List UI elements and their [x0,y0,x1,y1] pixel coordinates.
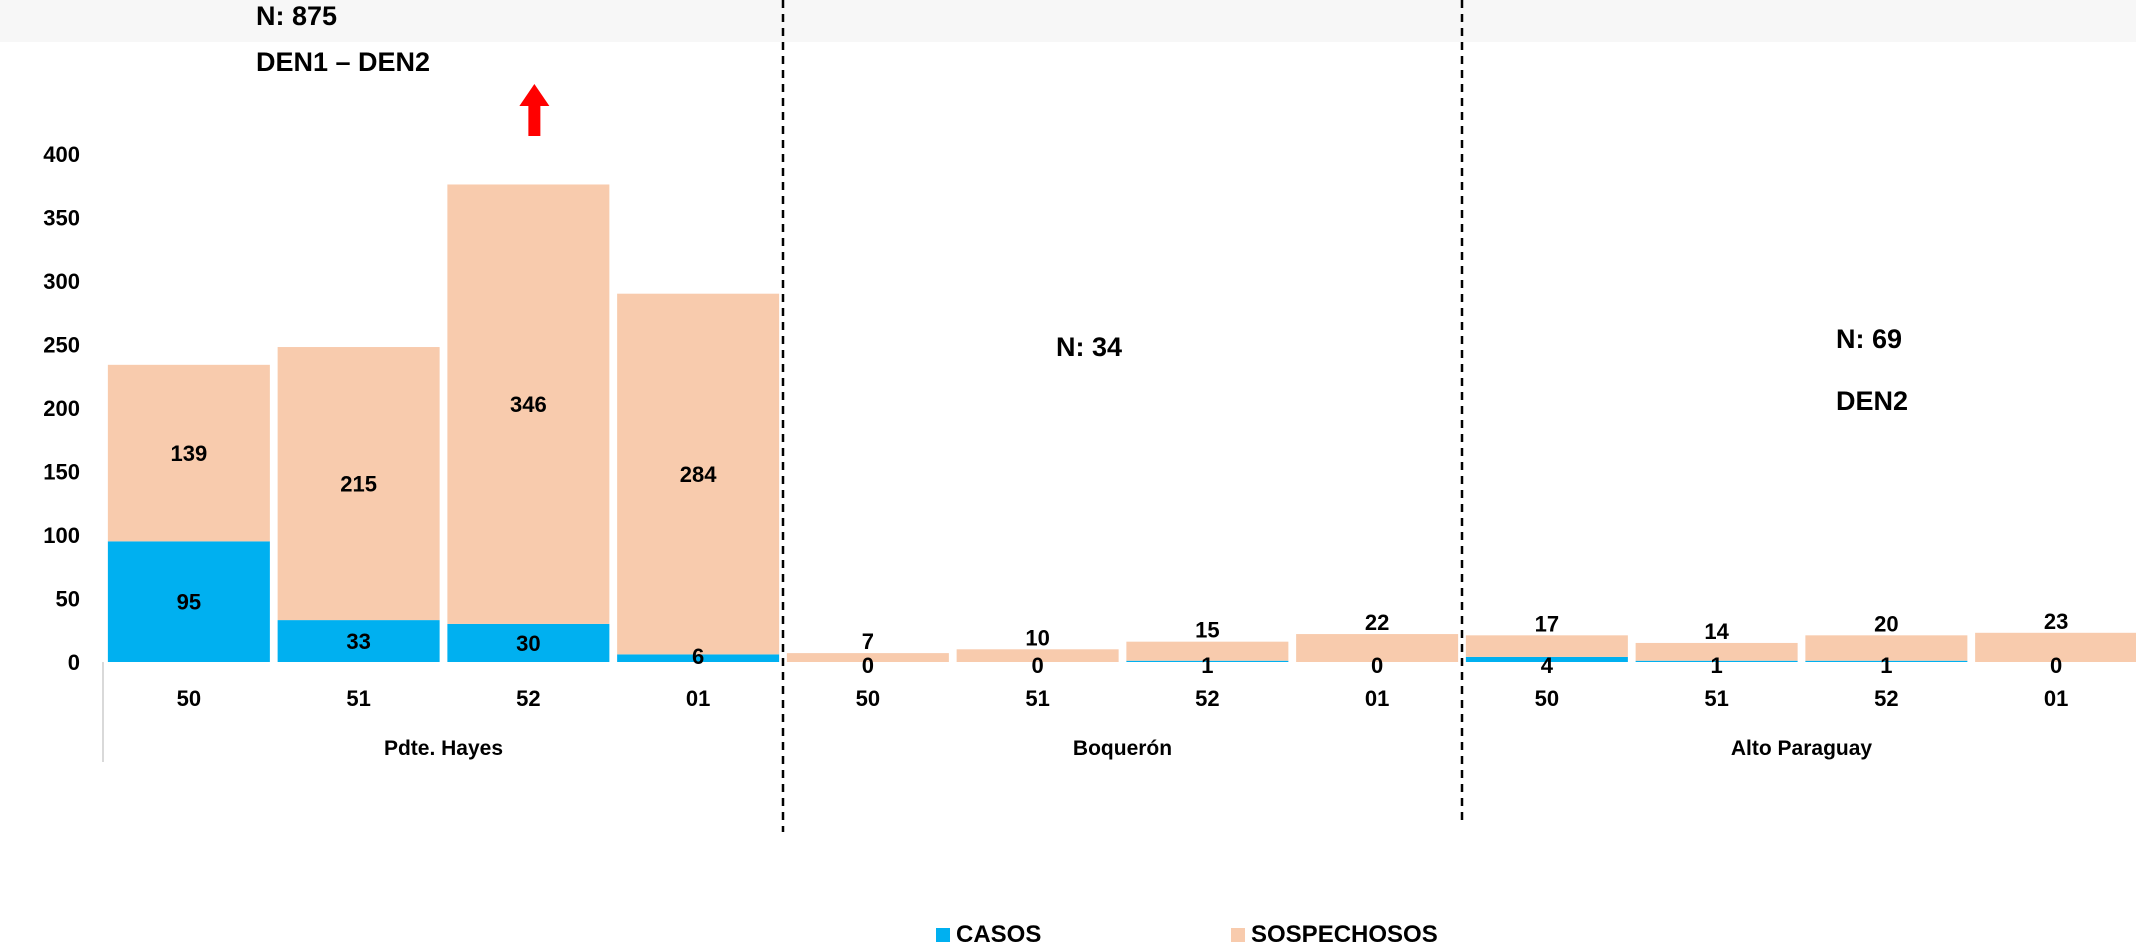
x-tick-label: 52 [1874,686,1898,711]
alto-paraguay-n-label: N: 69 [1836,324,1902,355]
x-tick-label: 50 [177,686,201,711]
data-label-casos: 30 [516,631,540,656]
data-label-casos: 6 [692,644,704,669]
x-tick-label: 50 [856,686,880,711]
data-label-casos: 0 [2050,653,2062,678]
x-tick-label: 01 [1365,686,1389,711]
x-tick-label: 51 [1704,686,1728,711]
data-label-casos: 1 [1711,653,1723,678]
legend-casos-label: CASOS [956,921,1041,949]
x-tick-label: 51 [346,686,370,711]
alto-paraguay-serotype-label: DEN2 [1836,386,1908,417]
legend-sospechosos: SOSPECHOSOS [1231,921,1438,949]
x-tick-label: 51 [1025,686,1049,711]
increase-arrow-shaft [528,104,540,136]
y-tick-label: 100 [43,523,80,548]
data-label-sospechosos: 215 [340,472,377,497]
group-label: Alto Paraguay [1731,737,1873,760]
data-label-casos: 0 [1032,653,1044,678]
data-label-casos: 4 [1541,653,1554,678]
data-label-casos: 1 [1201,653,1213,678]
data-label-sospechosos: 20 [1874,611,1898,636]
y-tick-label: 50 [56,587,80,612]
data-label-sospechosos: 17 [1535,611,1559,636]
boqueron-n-label: N: 34 [1056,332,1122,363]
x-tick-label: 01 [2044,686,2068,711]
data-label-sospechosos: 10 [1025,625,1049,650]
y-tick-label: 250 [43,333,80,358]
group-label: Boquerón [1073,737,1172,760]
increase-arrow-head [519,84,549,106]
x-tick-label: 52 [1195,686,1219,711]
data-label-casos: 1 [1880,653,1892,678]
x-tick-label: 01 [686,686,710,711]
y-tick-label: 150 [43,460,80,485]
data-label-sospechosos: 284 [680,462,717,487]
y-tick-label: 0 [68,650,80,675]
y-tick-label: 300 [43,269,80,294]
data-label-casos: 33 [346,629,370,654]
y-tick-label: 200 [43,396,80,421]
data-label-sospechosos: 14 [1704,619,1729,644]
group-label: Pdte. Hayes [384,737,503,760]
data-label-sospechosos: 23 [2044,609,2068,634]
data-label-sospechosos: 139 [171,441,208,466]
total-n-label: N: 875 [256,1,337,32]
legend-sospechosos-label: SOSPECHOSOS [1251,921,1438,949]
serotypes-label: DEN1 – DEN2 [256,47,430,78]
legend-casos-swatch [936,928,950,942]
legend-casos: CASOS [936,921,1041,949]
x-tick-label: 52 [516,686,540,711]
y-tick-label: 350 [43,206,80,231]
data-label-casos: 0 [862,653,874,678]
data-label-casos: 95 [177,590,201,615]
data-label-casos: 0 [1371,653,1383,678]
y-tick-label: 400 [43,142,80,167]
data-label-sospechosos: 7 [862,629,874,654]
legend-sospechosos-swatch [1231,928,1245,942]
data-label-sospechosos: 22 [1365,610,1389,635]
x-tick-label: 50 [1535,686,1559,711]
data-label-sospechosos: 15 [1195,618,1219,643]
data-label-sospechosos: 346 [510,392,547,417]
